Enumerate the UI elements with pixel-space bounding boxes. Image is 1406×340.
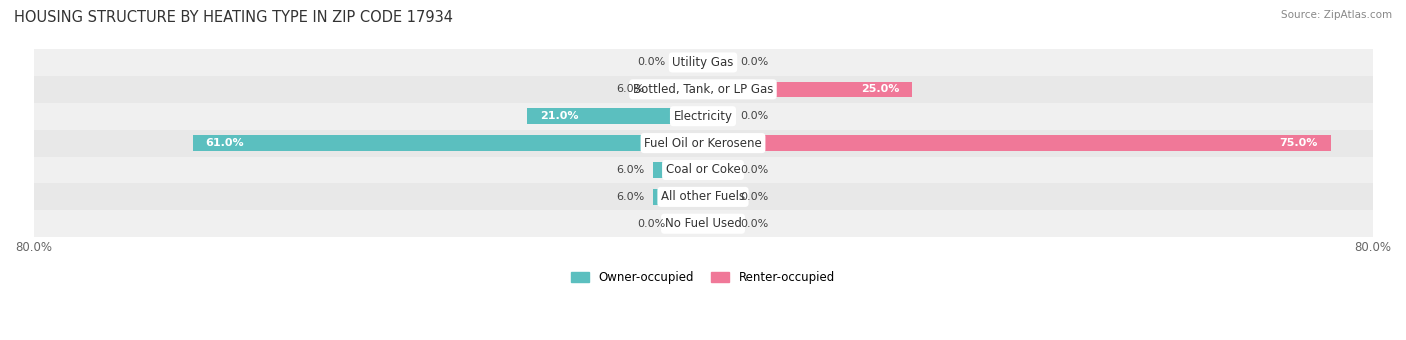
Bar xyxy=(34,210,1372,237)
Bar xyxy=(34,76,1372,103)
Bar xyxy=(652,189,703,205)
Text: 6.0%: 6.0% xyxy=(616,165,644,175)
Bar xyxy=(652,82,703,97)
Bar xyxy=(193,135,703,151)
Bar xyxy=(652,162,703,178)
Bar xyxy=(703,216,733,232)
Bar xyxy=(703,82,912,97)
Text: 0.0%: 0.0% xyxy=(741,111,769,121)
Bar xyxy=(34,49,1372,76)
Text: 6.0%: 6.0% xyxy=(616,192,644,202)
Text: 0.0%: 0.0% xyxy=(637,57,665,67)
Text: 25.0%: 25.0% xyxy=(862,84,900,94)
Text: 0.0%: 0.0% xyxy=(741,165,769,175)
Bar xyxy=(673,55,703,70)
Text: Fuel Oil or Kerosene: Fuel Oil or Kerosene xyxy=(644,137,762,150)
Bar xyxy=(703,162,733,178)
Bar xyxy=(34,183,1372,210)
Text: 0.0%: 0.0% xyxy=(637,219,665,229)
Bar xyxy=(703,135,1330,151)
Text: 6.0%: 6.0% xyxy=(616,84,644,94)
Bar xyxy=(703,108,733,124)
Text: 0.0%: 0.0% xyxy=(741,192,769,202)
Text: 61.0%: 61.0% xyxy=(205,138,243,148)
Text: All other Fuels: All other Fuels xyxy=(661,190,745,203)
Legend: Owner-occupied, Renter-occupied: Owner-occupied, Renter-occupied xyxy=(571,271,835,284)
Text: Utility Gas: Utility Gas xyxy=(672,56,734,69)
Bar xyxy=(527,108,703,124)
Bar xyxy=(703,55,733,70)
Text: 0.0%: 0.0% xyxy=(741,57,769,67)
Bar xyxy=(34,156,1372,183)
Bar xyxy=(34,103,1372,130)
Bar xyxy=(34,130,1372,156)
Text: 21.0%: 21.0% xyxy=(540,111,578,121)
Text: Bottled, Tank, or LP Gas: Bottled, Tank, or LP Gas xyxy=(633,83,773,96)
Text: Source: ZipAtlas.com: Source: ZipAtlas.com xyxy=(1281,10,1392,20)
Text: Coal or Coke: Coal or Coke xyxy=(665,164,741,176)
Bar xyxy=(673,216,703,232)
Bar xyxy=(703,189,733,205)
Text: No Fuel Used: No Fuel Used xyxy=(665,217,741,230)
Text: Electricity: Electricity xyxy=(673,110,733,123)
Text: 75.0%: 75.0% xyxy=(1279,138,1317,148)
Text: HOUSING STRUCTURE BY HEATING TYPE IN ZIP CODE 17934: HOUSING STRUCTURE BY HEATING TYPE IN ZIP… xyxy=(14,10,453,25)
Text: 0.0%: 0.0% xyxy=(741,219,769,229)
